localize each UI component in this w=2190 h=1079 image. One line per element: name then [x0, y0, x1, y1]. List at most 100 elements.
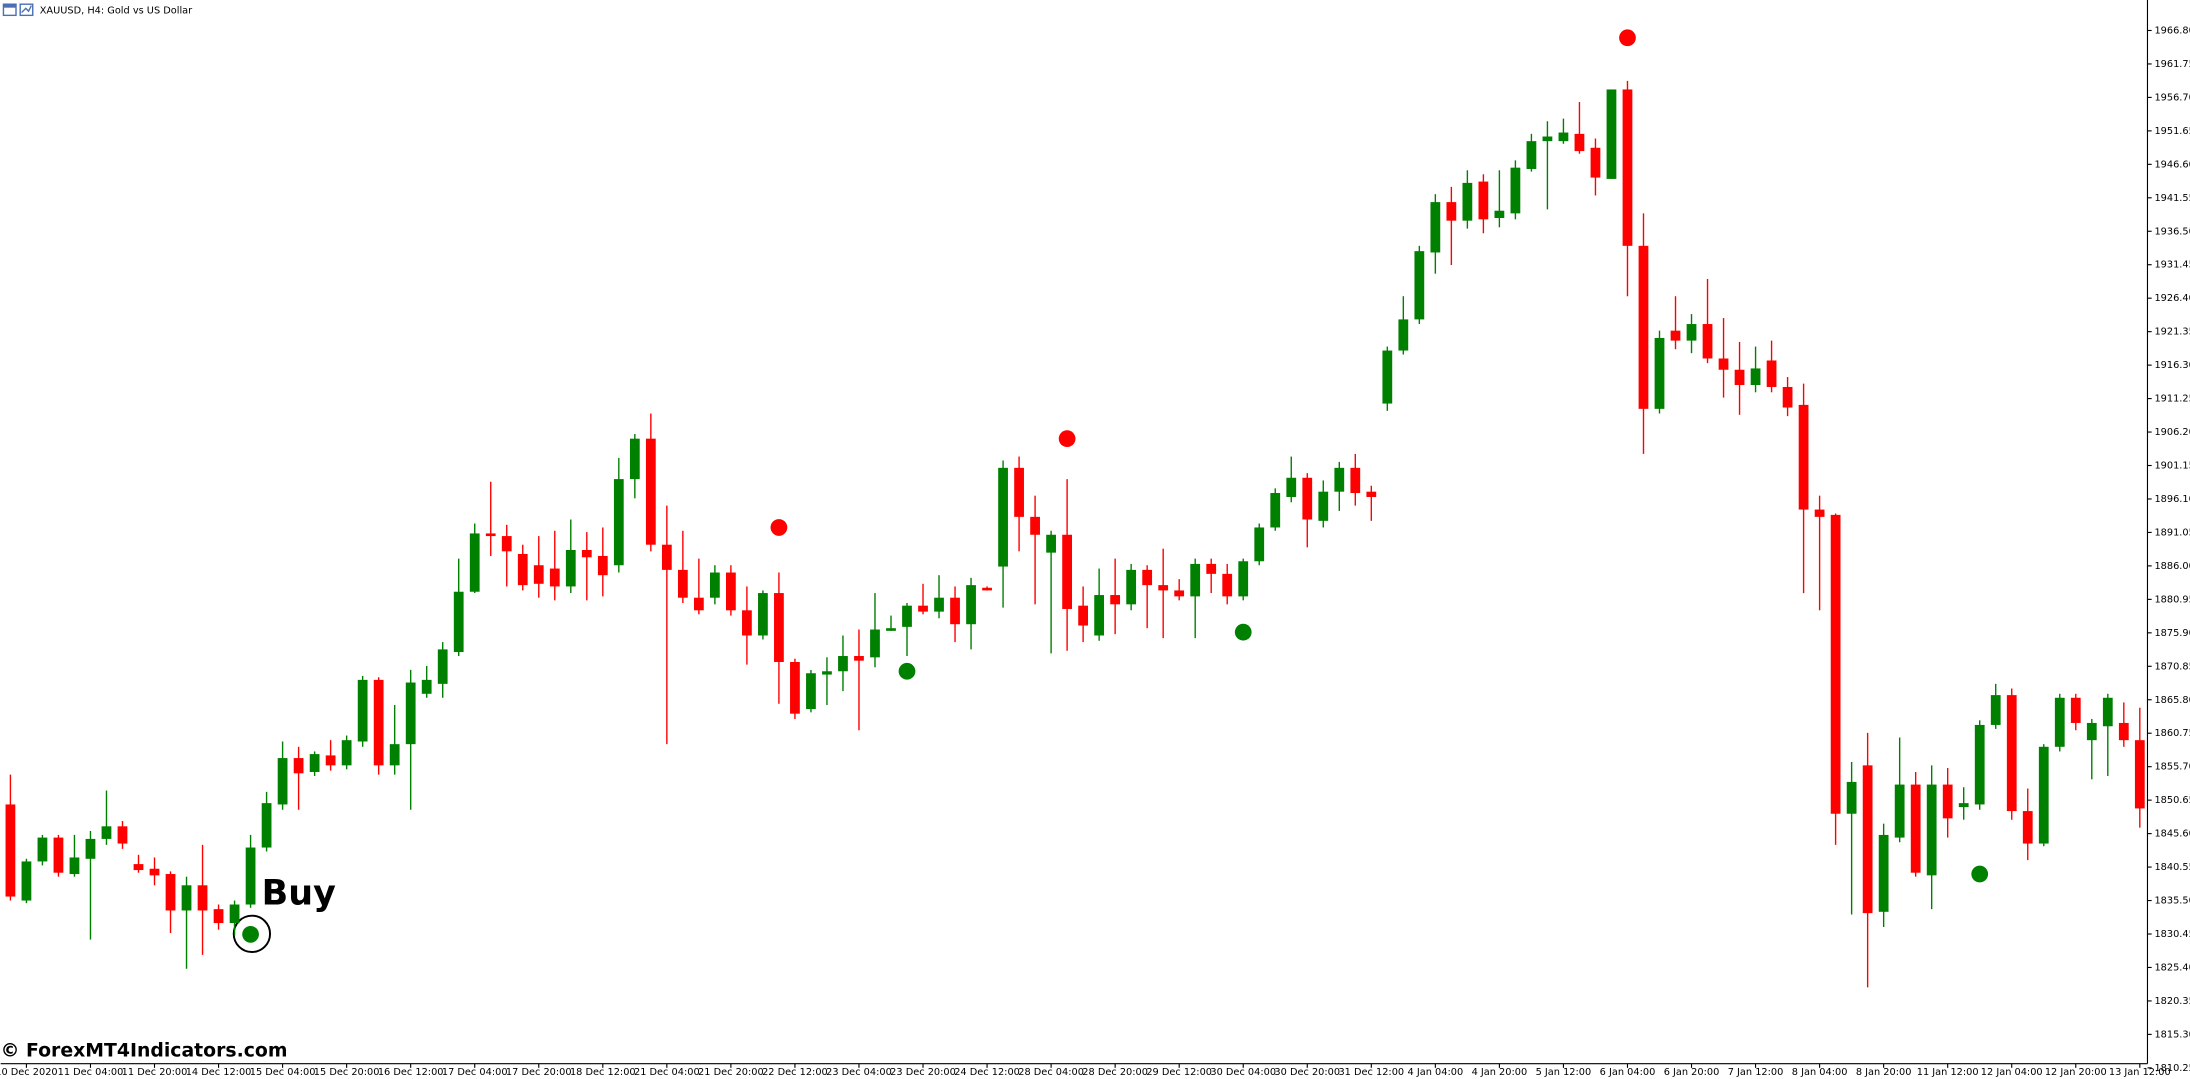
candle-body — [2038, 746, 2049, 844]
y-tick-label: 1906.20 — [2154, 427, 2190, 438]
candle-body — [1766, 360, 1777, 387]
candle-body — [1974, 724, 1985, 805]
candle-body — [469, 533, 480, 592]
candle-body — [453, 591, 464, 653]
signal-dot — [1234, 623, 1252, 641]
candle-body — [613, 479, 624, 566]
candle-body — [709, 572, 720, 598]
candle-body — [1542, 136, 1553, 142]
candle-body — [2022, 811, 2033, 844]
candle-body — [373, 679, 384, 766]
y-tick-label: 1966.80 — [2154, 25, 2190, 36]
x-tick-label: 23 Dec 04:00 — [826, 1067, 892, 1078]
candle-body — [357, 679, 368, 742]
candle-body — [1126, 569, 1137, 605]
candle-body — [581, 549, 592, 558]
x-tick-label: 6 Jan 04:00 — [1600, 1067, 1656, 1078]
candle-body — [1990, 695, 2001, 725]
x-tick-label: 28 Dec 20:00 — [1082, 1067, 1148, 1078]
candle-body — [1942, 784, 1953, 819]
candle-body — [293, 758, 304, 774]
y-tick-label: 1896.10 — [2154, 494, 2190, 505]
y-tick-label: 1926.40 — [2154, 293, 2190, 304]
x-tick-label: 18 Dec 12:00 — [570, 1067, 636, 1078]
candle-body — [758, 593, 768, 636]
x-tick-label: 28 Dec 04:00 — [1018, 1067, 1084, 1078]
candle-body — [838, 656, 848, 672]
candle-body — [1894, 784, 1905, 838]
x-tick-label: 17 Dec 20:00 — [506, 1067, 572, 1078]
candle-body — [341, 740, 352, 766]
candle-body — [1462, 182, 1473, 221]
y-tick-label: 1820.35 — [2154, 996, 2190, 1007]
candle-body — [101, 826, 112, 839]
x-tick-label: 5 Jan 12:00 — [1536, 1067, 1592, 1078]
y-tick-label: 1946.60 — [2154, 159, 2190, 170]
y-tick-label: 1870.85 — [2154, 661, 2190, 672]
candle-body — [2054, 697, 2065, 747]
y-tick-label: 1936.50 — [2154, 226, 2190, 237]
x-tick-label: 15 Dec 04:00 — [250, 1067, 316, 1078]
candle-body — [726, 572, 736, 611]
candle-body — [1014, 467, 1024, 517]
y-tick-label: 1961.75 — [2154, 59, 2190, 70]
candle-body — [85, 838, 96, 859]
candle-body — [1174, 590, 1185, 597]
candle-body — [1558, 132, 1569, 142]
candle-body — [165, 874, 176, 911]
candle-body — [1526, 141, 1537, 169]
candle-body — [1830, 514, 1841, 814]
candle-body — [982, 587, 992, 591]
candle-body — [213, 909, 224, 924]
candle-body — [1318, 491, 1329, 521]
candle-body — [2086, 722, 2097, 741]
candle-body — [1606, 89, 1617, 179]
candle-body — [2118, 722, 2129, 741]
y-tick-label: 1825.40 — [2154, 962, 2190, 973]
candle-body — [1494, 210, 1505, 219]
x-tick-label: 23 Dec 20:00 — [890, 1067, 956, 1078]
signal-dot — [1619, 29, 1636, 47]
candle-body — [149, 868, 160, 876]
candle-body — [69, 857, 80, 875]
x-tick-label: 8 Jan 20:00 — [1856, 1067, 1912, 1078]
signal-dot — [898, 662, 916, 680]
candle-body — [1110, 595, 1121, 605]
y-tick-label: 1911.25 — [2154, 394, 2190, 405]
candle-body — [181, 885, 192, 911]
candle-body — [37, 837, 48, 862]
candle-body — [517, 553, 528, 586]
candle-body — [950, 597, 960, 625]
x-tick-label: 8 Jan 04:00 — [1792, 1067, 1848, 1078]
candle-body — [5, 804, 16, 897]
y-tick-label: 1880.95 — [2154, 594, 2190, 605]
y-tick-label: 1931.45 — [2154, 260, 2190, 271]
candle-body — [2006, 695, 2017, 812]
candle-body — [661, 544, 672, 570]
candle-body — [437, 649, 448, 684]
y-tick-label: 1886.00 — [2154, 561, 2190, 572]
candle-body — [1590, 147, 1601, 178]
x-tick-label: 14 Dec 12:00 — [186, 1067, 252, 1078]
candle-body — [1158, 585, 1169, 591]
candle-body — [261, 803, 272, 848]
candle-body — [822, 671, 832, 675]
candle-body — [1718, 358, 1729, 370]
y-tick-label: 1810.25 — [2154, 1063, 2190, 1074]
candle-body — [229, 904, 240, 924]
candle-body — [1734, 369, 1745, 385]
candle-body — [21, 861, 32, 901]
candle-body — [1142, 569, 1153, 586]
candle-body — [677, 569, 688, 598]
candle-body — [1702, 324, 1713, 359]
candle-body — [1350, 467, 1361, 494]
x-tick-label: 10 Dec 2020 — [0, 1067, 58, 1078]
candle-body — [1798, 404, 1809, 510]
y-tick-label: 1850.65 — [2154, 795, 2190, 806]
candle-body — [1478, 181, 1489, 220]
x-tick-label: 6 Jan 20:00 — [1664, 1067, 1720, 1078]
x-tick-label: 16 Dec 12:00 — [378, 1067, 444, 1078]
candle-body — [1862, 765, 1873, 914]
candle-body — [1254, 527, 1265, 562]
